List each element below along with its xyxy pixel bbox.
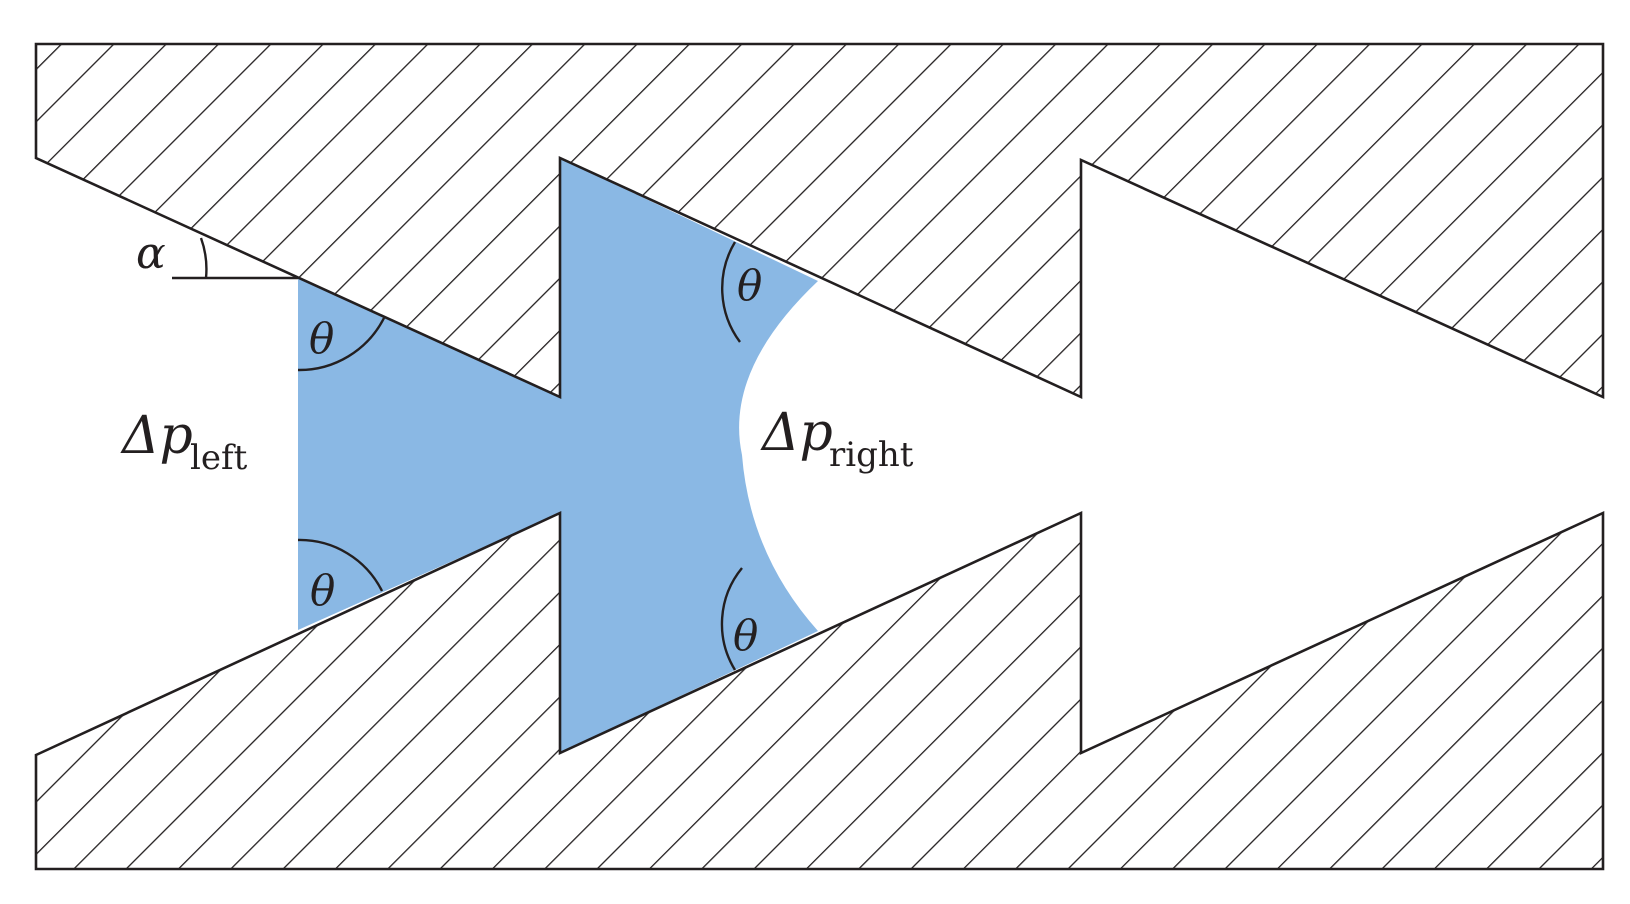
upper-wall — [34, 42, 1605, 400]
alpha-label: α — [136, 228, 166, 279]
delta-p-left-label: Δp left — [120, 406, 248, 478]
svg-text:right: right — [829, 435, 914, 475]
theta-arc-upper-right — [721, 241, 741, 343]
svg-text:Δp: Δp — [760, 403, 833, 463]
liquid-neck — [558, 395, 564, 515]
theta-arc-lower-right — [720, 567, 743, 671]
theta-label-lower-right: θ — [733, 611, 758, 660]
svg-text:Δp: Δp — [120, 406, 193, 466]
delta-p-right-label: Δp right — [760, 403, 914, 475]
theta-arc-upper-left — [297, 317, 386, 372]
theta-label-upper-left: θ — [309, 314, 334, 363]
theta-label-upper-right: θ — [737, 261, 762, 310]
theta-label-lower-left: θ — [310, 566, 335, 615]
theta-arc-lower-left — [297, 538, 384, 592]
lower-wall — [34, 510, 1605, 871]
alpha-arc — [199, 237, 208, 279]
svg-text:left: left — [190, 438, 248, 478]
